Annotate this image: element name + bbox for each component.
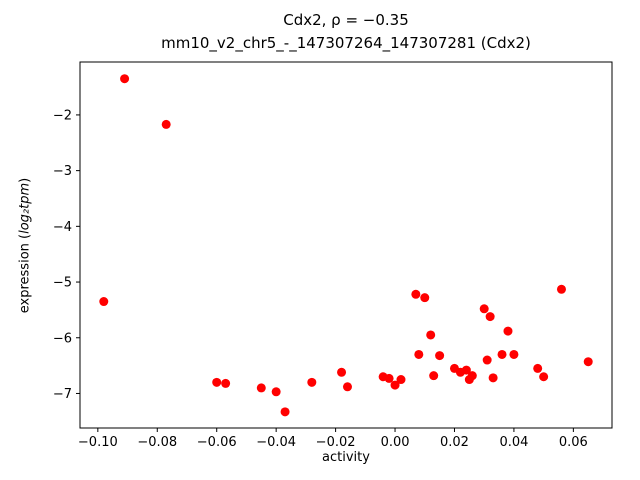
x-tick-label: 0.00 <box>381 435 410 450</box>
y-tick-label: −2 <box>53 108 72 123</box>
data-point <box>221 378 231 388</box>
data-point <box>411 289 421 299</box>
data-point <box>482 355 492 365</box>
data-point <box>509 349 519 359</box>
y-tick-label: −5 <box>53 276 72 291</box>
data-point <box>539 372 549 382</box>
data-point <box>99 297 109 307</box>
data-point <box>503 326 513 336</box>
x-tick-label: −0.08 <box>137 435 177 450</box>
data-point <box>120 74 130 84</box>
y-tick-label: −7 <box>53 387 72 402</box>
data-point <box>161 119 171 129</box>
data-point <box>384 373 394 383</box>
x-tick-label: 0.02 <box>440 435 469 450</box>
y-tick-label: −3 <box>53 164 72 179</box>
data-point <box>497 349 507 359</box>
data-point <box>414 349 424 359</box>
data-point <box>533 363 543 373</box>
chart-title: Cdx2, ρ = −0.35 <box>283 11 409 29</box>
data-point <box>256 383 266 393</box>
data-point <box>479 304 489 314</box>
data-point <box>212 377 222 387</box>
data-point <box>435 351 445 361</box>
data-point <box>420 293 430 303</box>
chart-subtitle: mm10_v2_chr5_-_147307264_147307281 (Cdx2… <box>161 34 531 52</box>
data-point <box>396 375 406 385</box>
data-point <box>429 371 439 381</box>
x-tick-label: −0.06 <box>197 435 237 450</box>
data-point <box>337 367 347 377</box>
axes-box <box>79 61 613 429</box>
data-point <box>307 377 317 387</box>
y-axis-label-math: log₂tpm <box>17 182 33 234</box>
data-point <box>488 373 498 383</box>
x-tick-label: 0.06 <box>559 435 588 450</box>
y-tick-label: −4 <box>53 220 72 235</box>
y-tick-label: −6 <box>53 331 72 346</box>
x-tick-label: −0.04 <box>256 435 296 450</box>
y-axis-label: expression (log₂tpm) <box>18 63 33 429</box>
x-tick-label: −0.10 <box>78 435 118 450</box>
data-point <box>271 387 281 397</box>
data-point <box>467 371 477 381</box>
data-point <box>556 284 566 294</box>
y-axis-label-prefix: expression ( <box>17 233 33 314</box>
data-point <box>461 365 471 375</box>
x-tick-label: 0.04 <box>499 435 528 450</box>
data-point <box>280 407 290 417</box>
data-point <box>583 357 593 367</box>
data-point <box>485 312 495 322</box>
data-point <box>426 330 436 340</box>
data-point <box>390 380 400 390</box>
data-point <box>342 382 352 392</box>
x-axis-label: activity <box>322 450 370 465</box>
y-axis-label-suffix: ) <box>17 177 33 183</box>
x-tick-label: −0.02 <box>316 435 356 450</box>
